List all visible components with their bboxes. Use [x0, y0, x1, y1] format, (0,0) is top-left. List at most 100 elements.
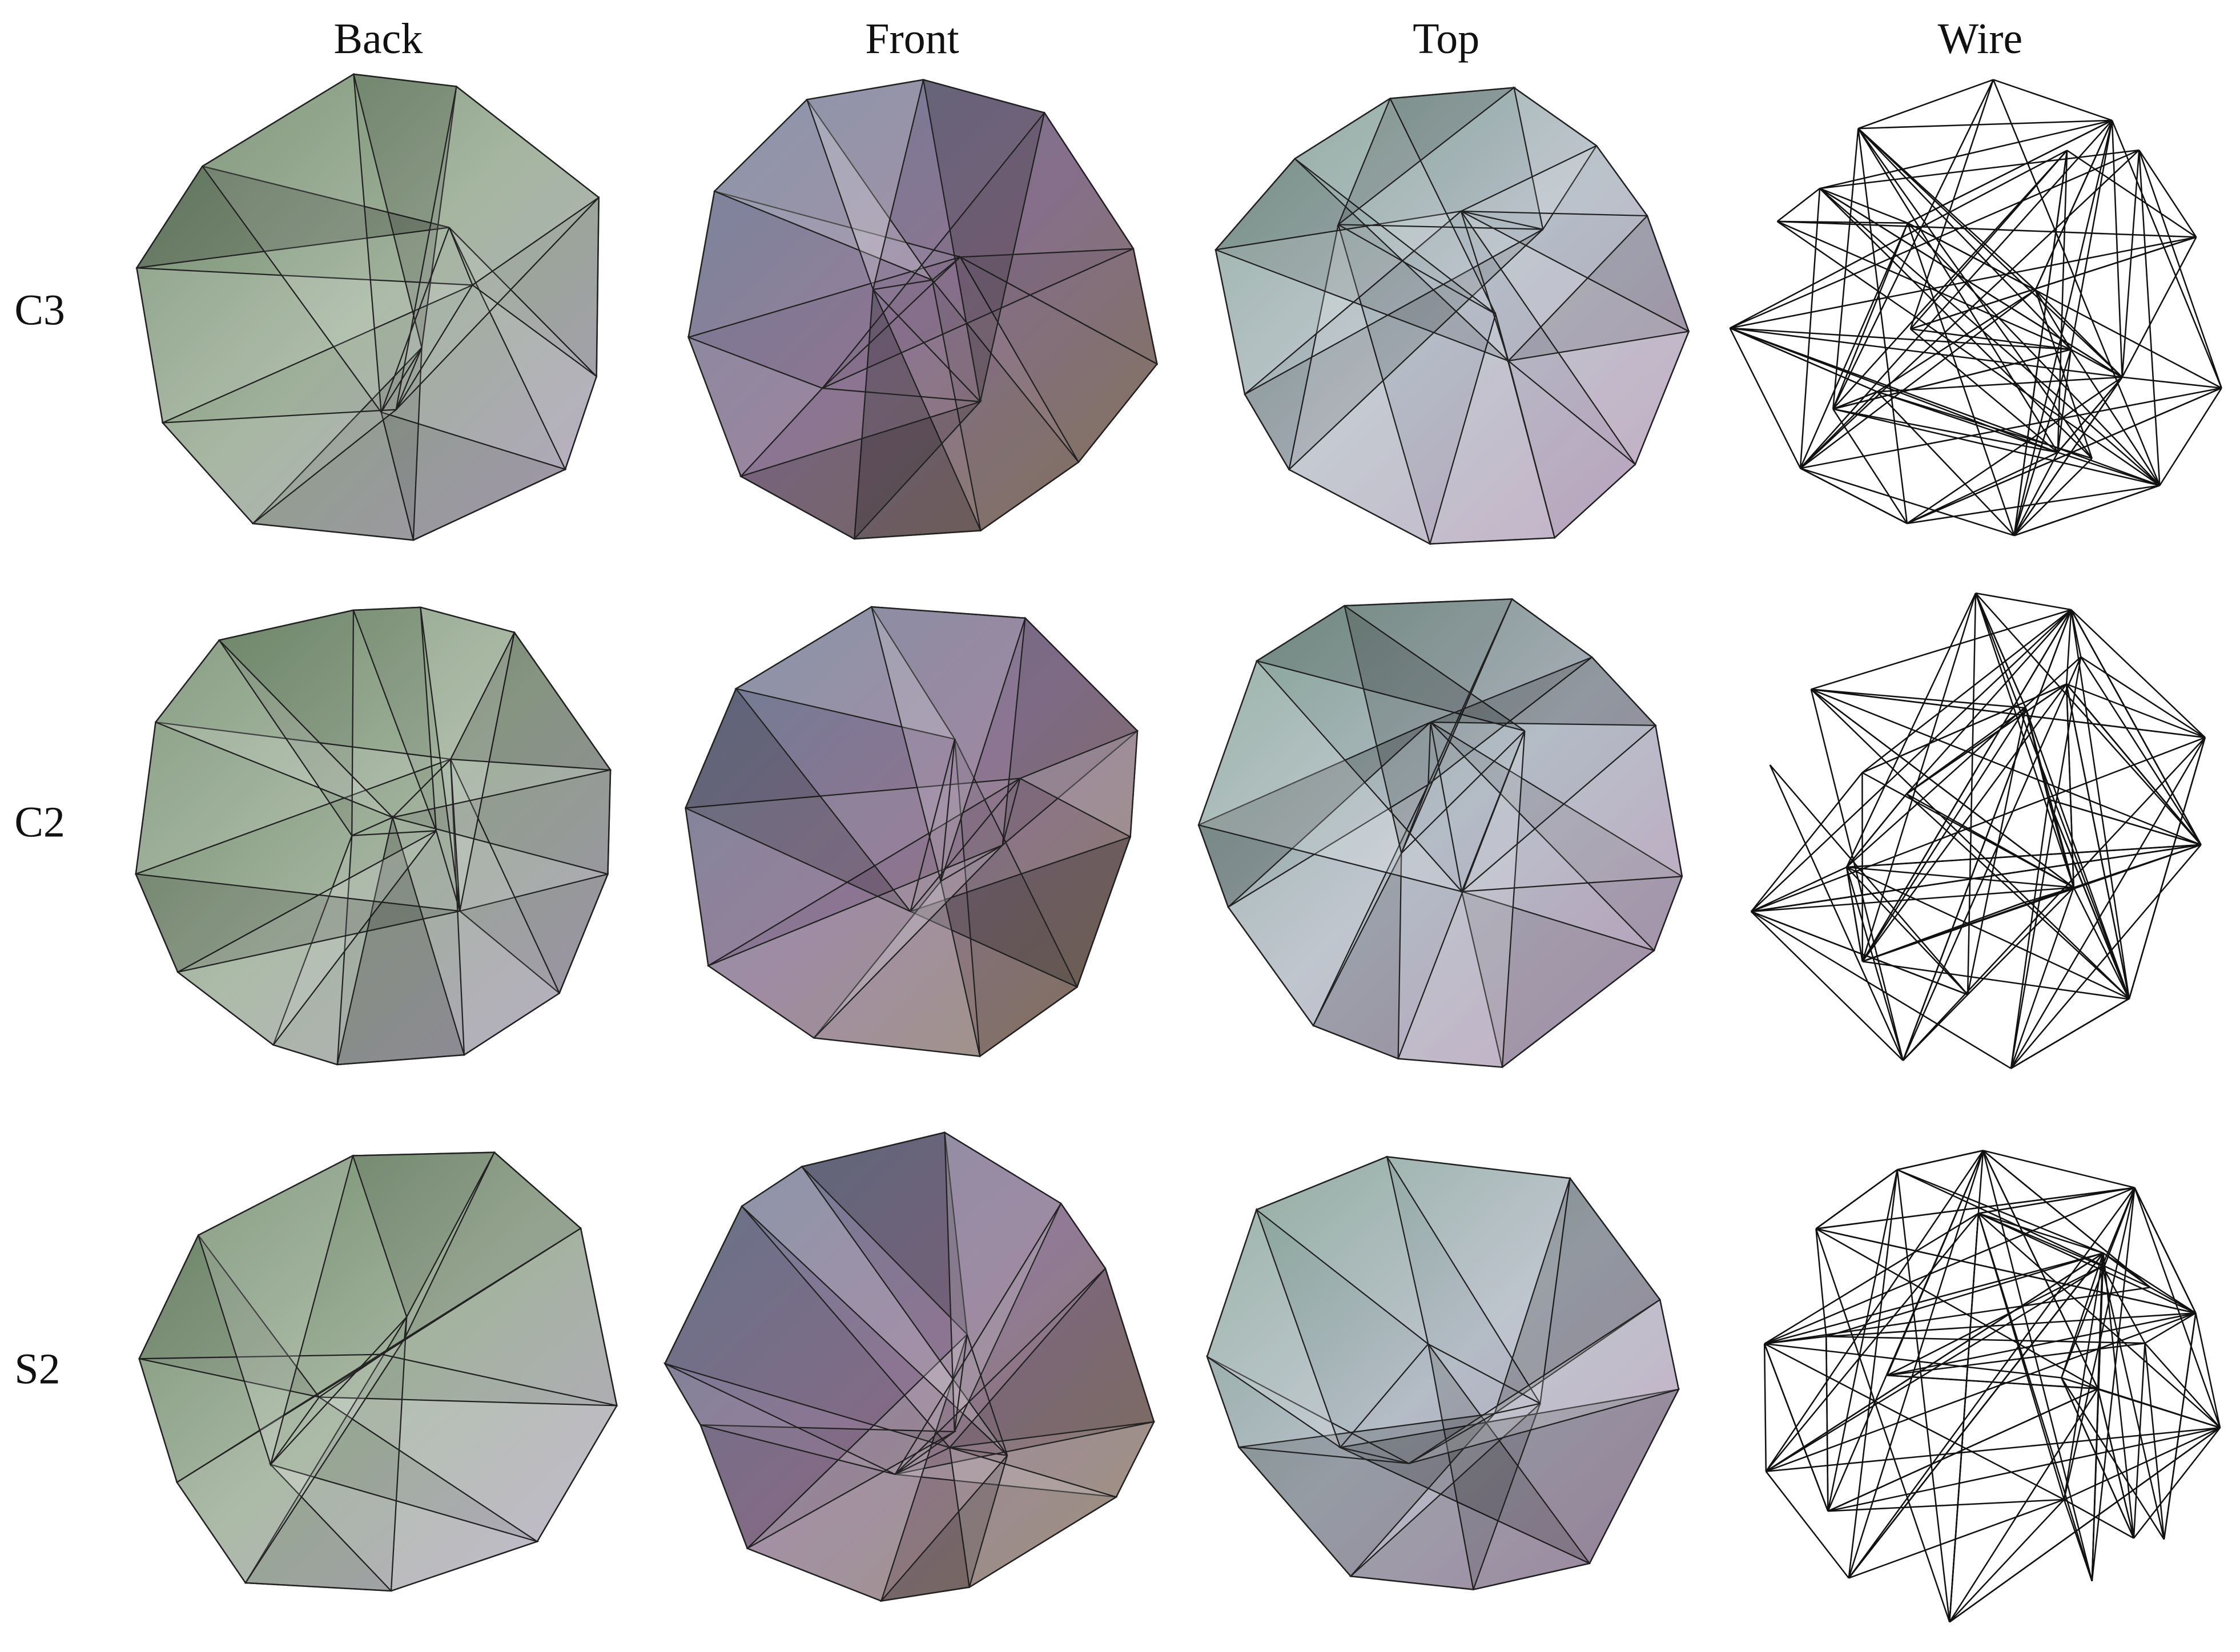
- wire-edge: [1846, 656, 2082, 868]
- wire-edge: [2091, 1187, 2136, 1581]
- wire-edge: [1800, 289, 2036, 469]
- mesh-face: [138, 1234, 321, 1399]
- wire-edge: [1982, 1150, 2151, 1288]
- wire-edge: [1907, 485, 2160, 525]
- wire-edge: [1848, 1187, 2136, 1579]
- mesh-face: [448, 227, 597, 472]
- mesh-face: [176, 830, 437, 1046]
- wire-edge: [2065, 610, 2072, 684]
- mesh-face: [663, 1205, 952, 1449]
- wire-edge: [1949, 1213, 1980, 1622]
- wire-edge: [2034, 289, 2072, 350]
- wire-edge: [1828, 1498, 2064, 1512]
- wire-edge: [1974, 593, 2026, 708]
- wire-edge: [2111, 120, 2123, 377]
- wire-edge: [1819, 187, 1908, 224]
- mesh-face: [801, 1131, 968, 1336]
- mesh-face: [739, 400, 983, 540]
- mesh-face: [663, 1362, 896, 1475]
- wire-edge: [1730, 236, 2197, 329]
- wire-edge: [1974, 593, 2130, 999]
- wire-edge: [1897, 1169, 2151, 1288]
- mesh-face: [895, 1421, 1156, 1498]
- mesh-face: [1293, 97, 1497, 315]
- mesh-edge: [395, 284, 473, 410]
- wire-edge: [2111, 120, 2222, 389]
- mesh-edge: [895, 1446, 950, 1475]
- wire-edge: [1907, 376, 2123, 524]
- mesh-face: [1493, 1176, 1661, 1415]
- wire-edge: [2102, 1252, 2197, 1314]
- shaded-render: [687, 79, 1159, 540]
- wire-edge: [1861, 609, 2072, 962]
- mesh-face: [734, 606, 956, 740]
- wire-edge: [1907, 119, 2113, 224]
- wire-edge: [1764, 1287, 2151, 1345]
- mesh-face: [922, 79, 1045, 402]
- wire-edge: [1800, 387, 2222, 469]
- wire-edge: [1816, 1228, 2196, 1314]
- wire-edge: [1861, 609, 2072, 773]
- mesh-edge: [1427, 1343, 1541, 1404]
- wire-edge: [1967, 887, 2074, 996]
- wire-edge: [2013, 150, 2068, 536]
- wire-edge: [2070, 609, 2130, 1000]
- wire-edge: [2128, 737, 2206, 999]
- wire-edge: [1861, 707, 2026, 962]
- wire-edge: [2048, 799, 2130, 1000]
- wireframe: [1729, 79, 2222, 537]
- wire-edge: [2066, 683, 2206, 739]
- mesh-face: [931, 279, 1080, 532]
- wire-edge: [2061, 1252, 2104, 1379]
- wire-edge: [1819, 188, 2093, 459]
- wire-edge: [1907, 452, 2058, 525]
- wire-edge: [2061, 1377, 2135, 1539]
- wire-edge: [2138, 150, 2222, 389]
- mesh-edge: [1494, 1403, 1541, 1415]
- wire-edge: [1800, 120, 2113, 469]
- mesh-face: [272, 835, 353, 1066]
- mesh-face: [685, 777, 1021, 967]
- wire-edge: [1751, 887, 2074, 913]
- mesh-face: [1459, 724, 1683, 893]
- mesh-edge: [1340, 1343, 1429, 1448]
- wire-edge: [1811, 688, 2074, 888]
- column-header: Top: [1413, 15, 1479, 63]
- wire-edge: [2063, 1253, 2104, 1500]
- mesh-face: [161, 409, 399, 525]
- mesh-face: [380, 1227, 618, 1407]
- mesh-face: [1255, 605, 1526, 732]
- wire-edge: [2073, 887, 2130, 1000]
- wire-edge: [1730, 327, 2160, 486]
- wire-edge: [2070, 349, 2161, 486]
- wire-edge: [1907, 223, 2015, 536]
- wire-edge: [1729, 328, 1801, 469]
- mesh-face: [879, 1454, 1008, 1602]
- mesh-face: [1461, 891, 1656, 1069]
- shaded-render: [1214, 86, 1690, 546]
- mesh-edge: [1461, 731, 1526, 892]
- mesh-face: [1237, 1412, 1497, 1577]
- mesh-face: [687, 190, 963, 339]
- mesh-edge: [392, 759, 451, 818]
- mesh-face: [958, 248, 1159, 365]
- wire-edge: [1978, 1212, 2104, 1254]
- wire-edge: [2101, 1266, 2146, 1344]
- wire-edge: [1832, 408, 1908, 524]
- wire-edge: [1819, 149, 2140, 190]
- row-label: C2: [14, 799, 65, 847]
- wire-edge: [1857, 128, 2058, 453]
- wire-edge: [2065, 684, 2130, 1000]
- wire-edge: [1845, 867, 1864, 962]
- wire-edge: [2021, 887, 2074, 904]
- mesh-face: [854, 289, 982, 540]
- wire-edge: [1730, 149, 2140, 329]
- mesh-face: [1255, 1155, 1430, 1346]
- wire-edge: [1978, 1212, 2196, 1314]
- wire-edge: [1777, 220, 2197, 238]
- mesh-face: [1197, 722, 1431, 909]
- mesh-edge: [1427, 722, 1431, 785]
- wire-edge: [2080, 656, 2202, 845]
- wire-edge: [2010, 887, 2074, 1069]
